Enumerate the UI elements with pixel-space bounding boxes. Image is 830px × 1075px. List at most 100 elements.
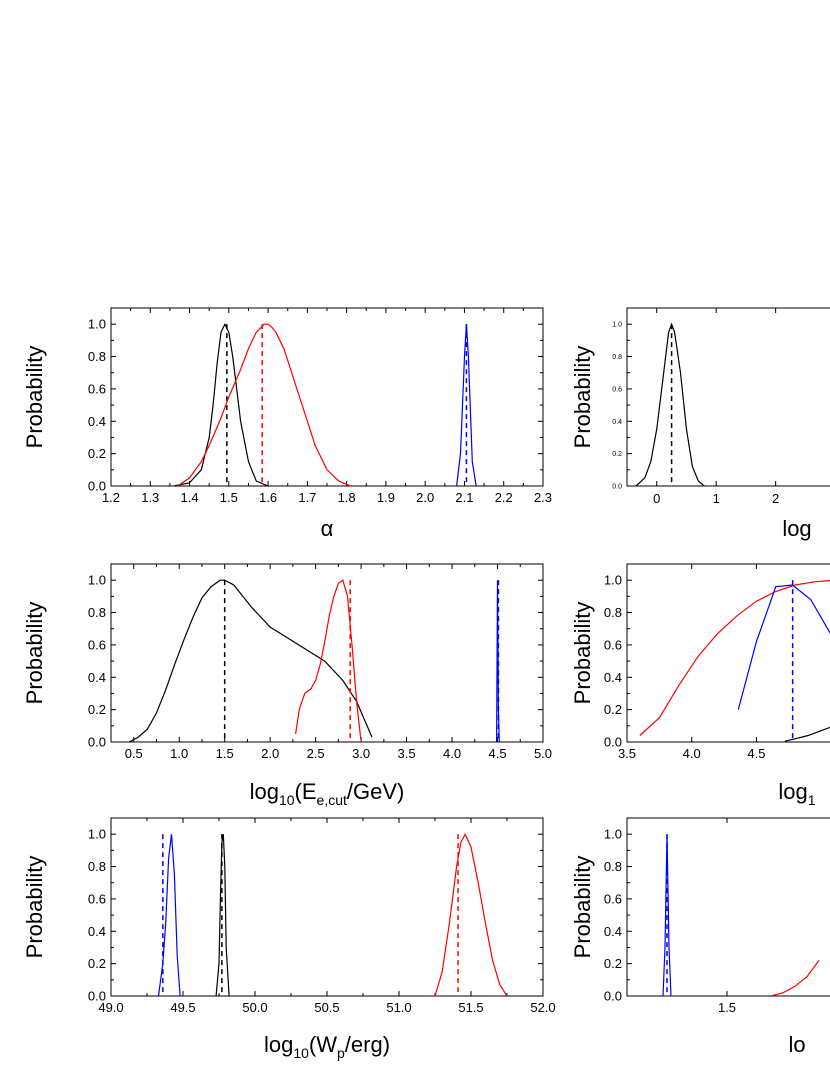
y-tick-label: 0.8 [612, 354, 622, 361]
series-line-1 [177, 323, 351, 486]
y-tick-label: 0.2 [604, 956, 622, 971]
x-axis-label: log10(Wp/erg) [264, 1032, 390, 1061]
y-tick-label: 0.6 [604, 637, 622, 652]
y-tick-label: 0.4 [604, 924, 622, 939]
x-tick-label: 49.5 [170, 1000, 195, 1015]
x-tick-label: 1.6 [259, 490, 277, 505]
y-tick-label: 1.0 [604, 827, 622, 842]
y-tick-label: 0.4 [88, 414, 106, 429]
y-tick-label: 1.0 [604, 573, 622, 588]
y-tick-label: 0.2 [88, 446, 106, 461]
y-tick-label: 0.6 [88, 381, 106, 396]
x-tick-label: 50.0 [242, 1000, 267, 1015]
y-tick-label: 1.0 [88, 573, 106, 588]
x-tick-label: 1 [713, 491, 720, 506]
y-tick-label: 0.0 [612, 484, 622, 491]
plot-frame [110, 307, 544, 487]
series-line-0 [157, 834, 181, 996]
y-tick-label: 1.0 [612, 322, 622, 329]
x-tick-label: 3.0 [352, 746, 370, 761]
x-tick-label: 2.0 [416, 490, 434, 505]
x-tick-label: 1.7 [298, 490, 316, 505]
y-tick-label: 0.2 [604, 702, 622, 717]
y-tick-label: 0.0 [88, 989, 106, 1004]
x-tick-label: 4.5 [747, 746, 765, 761]
x-tick-label: 4.5 [488, 746, 506, 761]
x-tick-label: 2.2 [495, 490, 513, 505]
x-tick-label: 5.0 [534, 746, 552, 761]
x-tick-label: 49.0 [98, 1000, 123, 1015]
series-line-0 [639, 579, 830, 736]
panel-log-c: 0.0 0.2 0.4 0.6 0.8 1.0 1.5 Probability lo [570, 817, 830, 1057]
x-tick-label: 1.0 [170, 746, 188, 761]
y-tick-label: 0.2 [88, 956, 106, 971]
y-axis-label: Probability [22, 856, 47, 959]
x-tick-label: 2.1 [455, 490, 473, 505]
panel-ecut: 0.0 0.2 0.4 0.6 0.8 1.0 0.5 1.0 1.5 2.0 2.5 3.0 3.5 4… [22, 563, 552, 808]
x-tick-label: 4.0 [443, 746, 461, 761]
y-tick-label: 0.6 [604, 891, 622, 906]
x-tick-label: 1.2 [102, 490, 120, 505]
series-line-1 [737, 584, 830, 710]
x-tick-label: 2 [772, 491, 779, 506]
y-tick-label: 0.0 [88, 479, 106, 494]
x-tick-label: 3.5 [398, 746, 416, 761]
y-tick-label: 0.4 [88, 924, 106, 939]
y-tick-label: 0.0 [604, 989, 622, 1004]
plot-frame [626, 563, 830, 743]
x-tick-label: 1.9 [377, 490, 395, 505]
x-tick-label: 2.0 [261, 746, 279, 761]
x-tick-label: 1.8 [338, 490, 356, 505]
y-tick-label: 0.2 [612, 451, 622, 458]
y-tick-label: 0.8 [88, 859, 106, 874]
series-line-1 [295, 579, 362, 742]
x-tick-label: 1.5 [220, 490, 238, 505]
x-tick-label: 51.0 [386, 1000, 411, 1015]
series-line-0 [128, 579, 373, 742]
x-axis-label: lo [788, 1032, 805, 1057]
x-axis-label: log1 [778, 779, 815, 808]
series-line-1 [770, 960, 820, 996]
x-tick-label: 0.5 [125, 746, 143, 761]
x-tick-label: 2.5 [307, 746, 325, 761]
x-axis-label: log10(Ee,cut/GeV) [250, 779, 405, 808]
series-line-0 [635, 322, 705, 486]
plot-frame [110, 563, 544, 743]
panel-wp: 0.0 0.2 0.4 0.6 0.8 1.0 49.0 49.5 50.0 50.5 51.0 51… [22, 817, 556, 1061]
x-tick-label: 52.0 [530, 1000, 555, 1015]
series-line-2 [784, 726, 830, 742]
y-axis-label: Probability [22, 602, 47, 705]
x-tick-label: 0 [653, 491, 660, 506]
y-tick-label: 0.8 [88, 605, 106, 620]
x-tick-label: 1.3 [141, 490, 159, 505]
y-tick-label: 0.6 [612, 386, 622, 393]
y-tick-label: 0.0 [604, 735, 622, 750]
y-tick-label: 0.8 [604, 605, 622, 620]
x-tick-label: 4.0 [683, 746, 701, 761]
y-tick-label: 0.6 [88, 637, 106, 652]
y-tick-label: 0.4 [88, 670, 106, 685]
y-tick-label: 0.4 [612, 419, 622, 426]
x-tick-label: 1.5 [718, 1000, 736, 1015]
x-tick-label: 1.4 [181, 490, 199, 505]
y-tick-label: 0.2 [88, 702, 106, 717]
y-tick-label: 0.6 [88, 891, 106, 906]
series-line-2 [434, 832, 508, 996]
plot-frame [626, 307, 830, 487]
panel-log-a: 0.0 0.2 0.4 0.6 0.8 1.0 0 1 2 Probability log [570, 307, 830, 541]
x-axis-label: α [321, 516, 334, 541]
y-tick-label: 0.4 [604, 670, 622, 685]
plot-frame [626, 817, 830, 997]
y-tick-label: 1.0 [88, 827, 106, 842]
y-axis-label: Probability [570, 346, 595, 449]
panel-log-b: 0.0 0.2 0.4 0.6 0.8 1.0 3.5 4.0 4.5 Probability lo… [570, 563, 830, 808]
x-tick-label: 51.5 [458, 1000, 483, 1015]
y-axis-label: Probability [22, 346, 47, 449]
x-tick-label: 3.5 [618, 746, 636, 761]
y-tick-label: 0.8 [604, 859, 622, 874]
y-tick-label: 0.8 [88, 349, 106, 364]
series-line-0 [173, 322, 269, 486]
x-tick-label: 50.5 [314, 1000, 339, 1015]
x-axis-label: log [782, 516, 811, 541]
